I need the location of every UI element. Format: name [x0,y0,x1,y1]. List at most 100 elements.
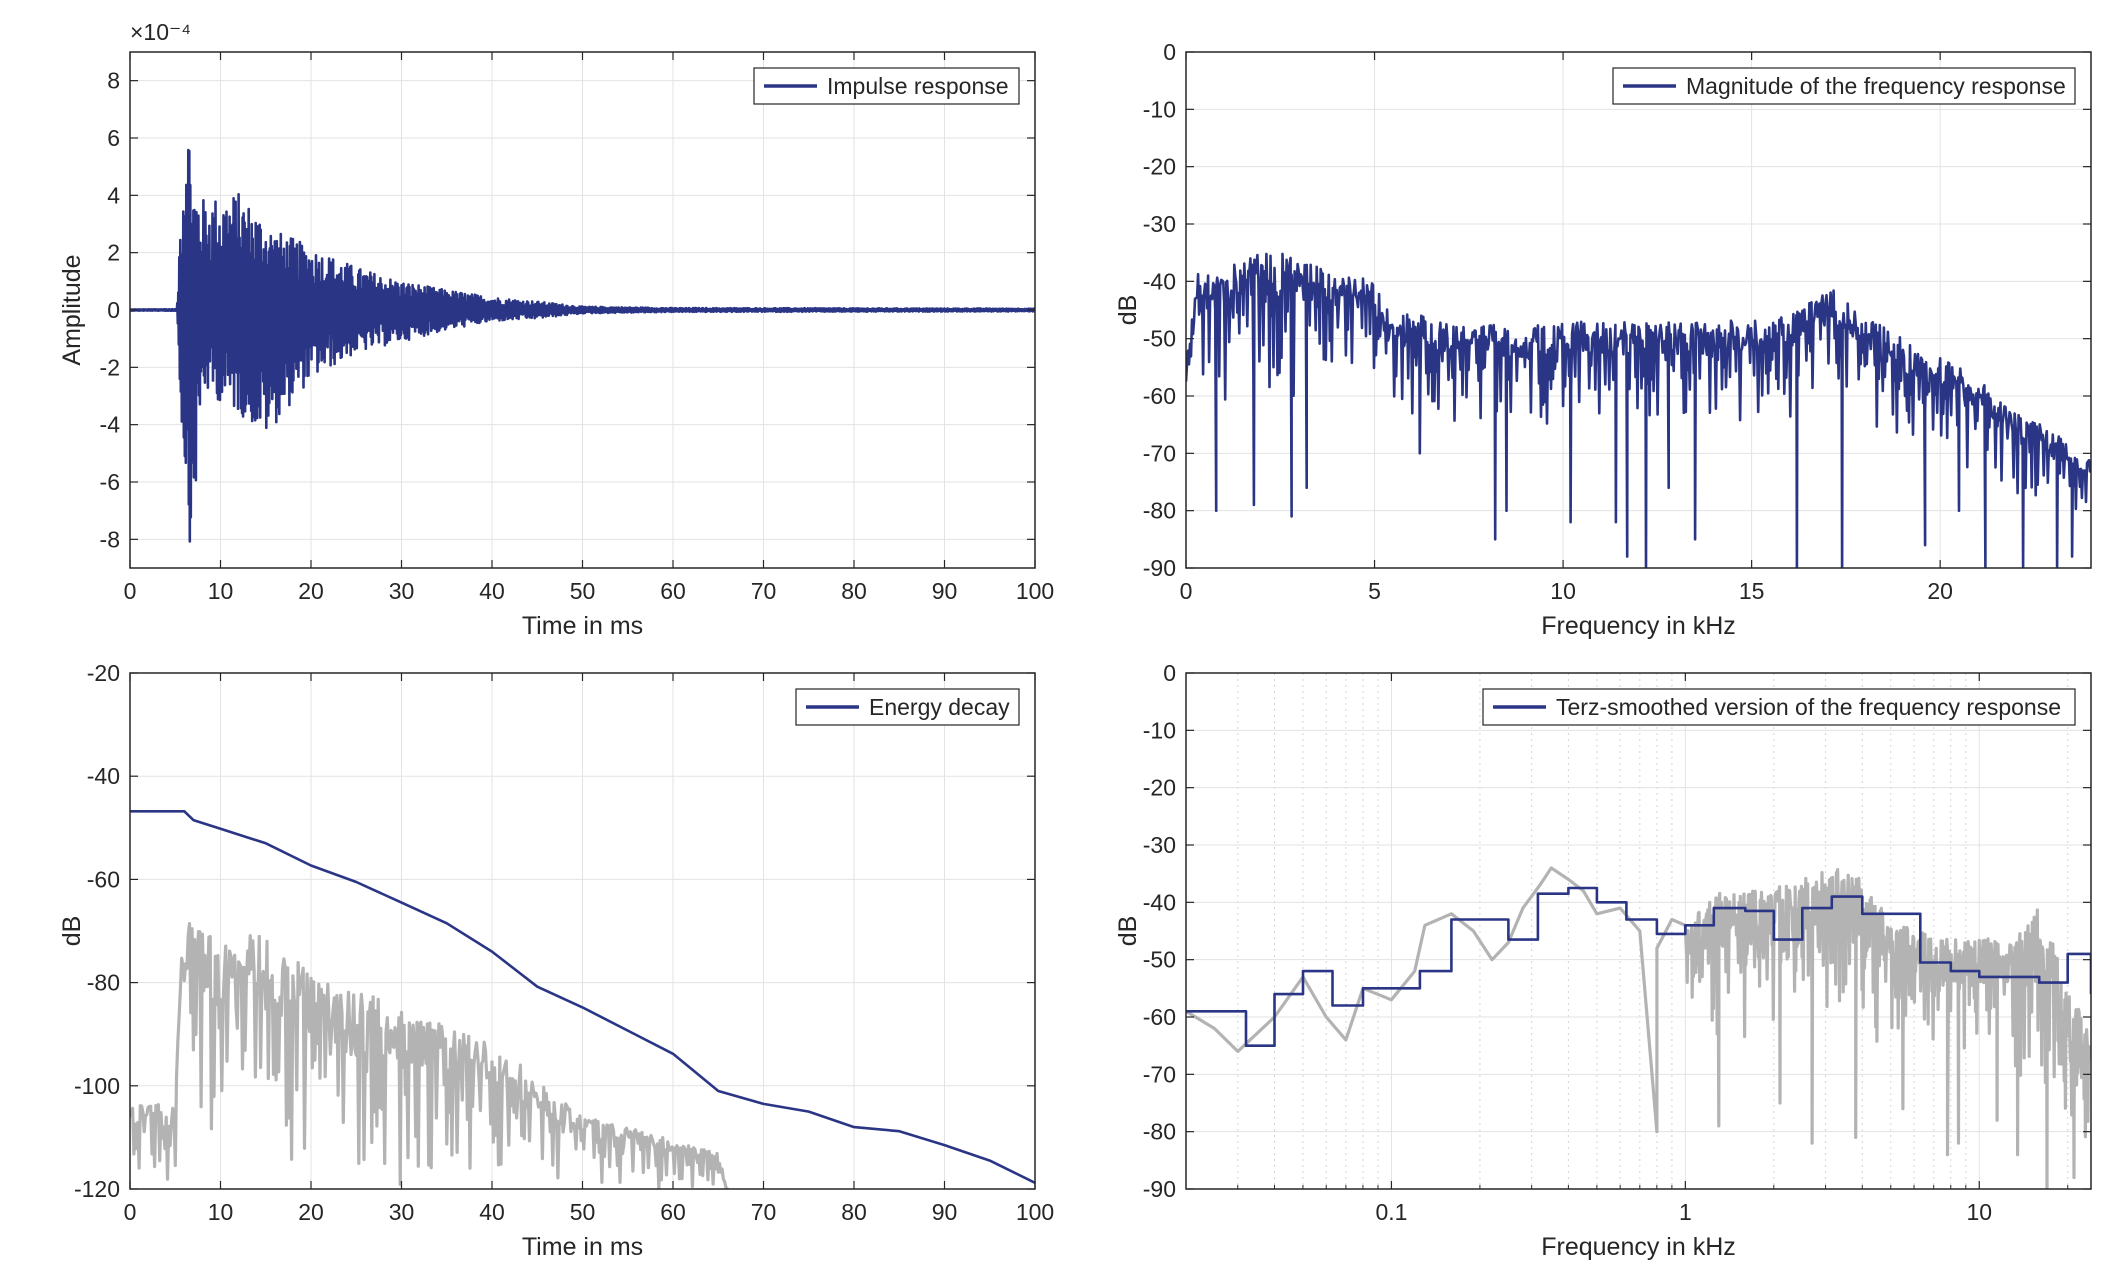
y-tick-label: 0 [107,297,120,323]
y-tick-label: -80 [1143,1119,1176,1145]
x-axis-label: Frequency in kHz [1541,612,1736,640]
series-line [1186,886,2091,1047]
x-tick-label: 1 [1679,1199,1692,1225]
x-tick-label: 0.1 [1375,1199,1407,1225]
plot-area [1186,52,2091,568]
x-tick-label: 30 [389,1199,415,1225]
x-tick-label: 20 [298,578,324,604]
x-tick-label: 10 [208,1199,234,1225]
x-tick-label: 0 [124,1199,137,1225]
chart-terz: 0.1 1 10 0 -10 -20 -30 -40 -50 -60 -70 -80 -90 Freque… [1114,660,2092,1261]
grid [1186,672,2091,1190]
legend: Terz-smoothed version of the frequency r… [1482,688,2076,726]
y-tick-label: -6 [100,469,120,495]
x-tick-label: 5 [1368,578,1381,604]
x-tick-label: 80 [841,1199,867,1225]
x-tick-label: 90 [932,1199,958,1225]
y-tick-label: -70 [1143,1061,1176,1087]
y-tick-label: -30 [1143,211,1176,237]
y-tick-label: -70 [1143,440,1176,466]
y-tick-label: -20 [87,660,120,686]
y-tick-label: -100 [74,1073,120,1099]
legend-label: Energy decay [869,694,1010,720]
y-tick-label: -60 [1143,1004,1176,1030]
y-tick-label: -90 [1143,1176,1176,1202]
series-line [1186,866,2091,1189]
chart-magnitude: 0 5 10 15 20 0 -10 -20 -30 -40 -50 -60 -70 -80 -90 Freq… [1114,39,2092,640]
y-tick-label: -120 [74,1176,120,1202]
y-tick-label: -60 [1143,383,1176,409]
x-tick-label: 70 [751,1199,777,1225]
y-tick-label: -10 [1143,717,1176,743]
y-tick-label: -2 [100,354,120,380]
x-tick-label: 100 [1016,1199,1054,1225]
x-tick-label: 0 [124,578,137,604]
legend-box [1612,67,2076,105]
legend-label: Impulse response [827,73,1009,99]
y-tick-label: 0 [1163,39,1176,65]
x-axis-label: Frequency in kHz [1541,1233,1736,1261]
series-line [130,922,729,1189]
y-tick-label: 8 [107,68,120,94]
x-tick-label: 20 [1927,578,1953,604]
y-axis-label: dB [58,916,86,947]
legend-box [1482,688,2076,726]
chart-decay: 0 10 20 30 40 50 60 70 80 90 100 -20 -40 -60 -80 -100 -1… [58,660,1054,1261]
y-axis-label: dB [1114,295,1142,326]
x-tick-label: 40 [479,578,505,604]
axes-box [1185,672,2092,1190]
legend: Magnitude of the frequency response [1612,67,2076,105]
y-tick-label: -8 [100,526,120,552]
y-tick-label: -80 [1143,498,1176,524]
y-tick-label: -60 [87,866,120,892]
grid [1185,51,2091,569]
y-axis-label: Amplitude [58,254,86,365]
x-tick-label: 60 [660,1199,686,1225]
x-tick-label: 80 [841,578,867,604]
series-line [130,810,1035,1184]
x-tick-label: 100 [1016,578,1054,604]
x-tick-label: 0 [1180,578,1193,604]
x-tick-label: 90 [932,578,958,604]
y-axis-label: dB [1114,916,1142,947]
y-tick-label: 2 [107,240,120,266]
chart-impulse: 0 10 20 30 40 50 60 70 80 90 100 -8 -6 -4 -2 0 2 4 6 8 ×10⁻⁴… [58,19,1054,640]
y-tick-label: -40 [1143,268,1176,294]
y-tick-label: -20 [1143,775,1176,801]
x-tick-label: 15 [1739,578,1765,604]
plot-series [130,148,1035,543]
series-line [1186,252,2091,568]
x-axis-label: Time in ms [522,612,643,640]
legend-label: Magnitude of the frequency response [1686,73,2066,99]
x-tick-label: 10 [1550,578,1576,604]
legend-label: Terz-smoothed version of the frequency r… [1556,694,2061,720]
y-tick-label: 6 [107,125,120,151]
x-tick-label: 60 [660,578,686,604]
y-tick-label: 4 [107,182,120,208]
y-tick-label: -80 [87,970,120,996]
y-tick-label: -40 [1143,889,1176,915]
y-tick-label: -4 [100,412,121,438]
y-tick-label: -50 [1143,947,1176,973]
plot-series [130,810,1035,1189]
x-tick-label: 20 [298,1199,324,1225]
y-tick-label: -50 [1143,326,1176,352]
x-tick-label: 10 [1966,1199,1992,1225]
legend: Energy decay [795,688,1020,726]
y-tick-label: -20 [1143,154,1176,180]
x-axis-label: Time in ms [522,1233,643,1261]
x-tick-label: 40 [479,1199,505,1225]
x-tick-label: 70 [751,578,777,604]
legend: Impulse response [753,67,1020,105]
y-tick-label: -40 [87,763,120,789]
series-line [130,148,1035,543]
x-tick-label: 50 [570,578,596,604]
x-tick-label: 30 [389,578,415,604]
y-tick-label: 0 [1163,660,1176,686]
exponent-label: ×10⁻⁴ [130,19,191,45]
y-tick-label: -90 [1143,555,1176,581]
plot-series [1186,866,2091,1189]
x-tick-label: 10 [208,578,234,604]
